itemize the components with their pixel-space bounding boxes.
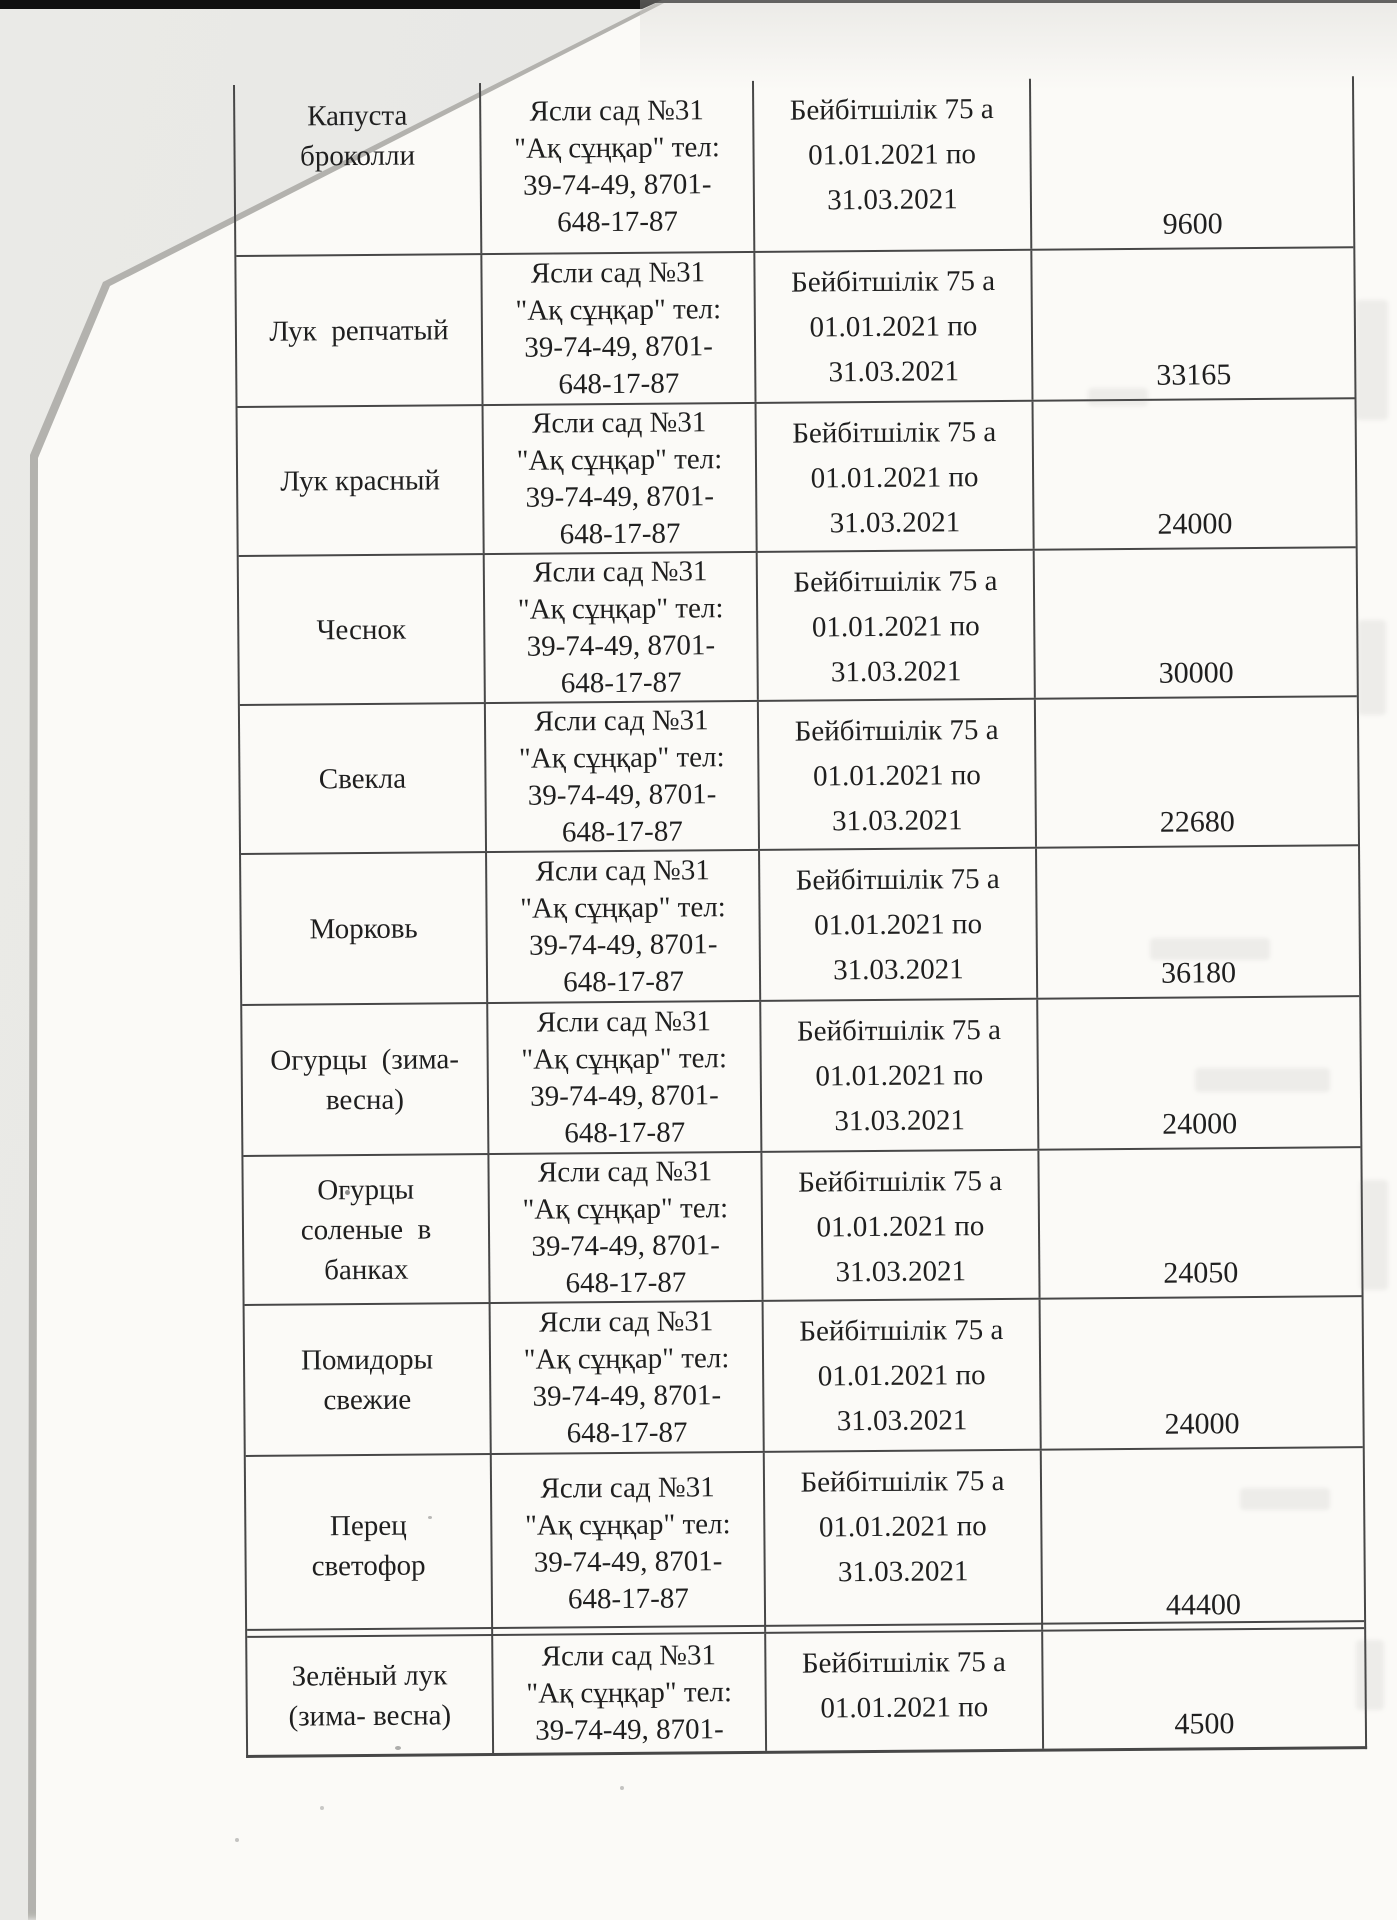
product-name-cell: Перец светофор xyxy=(245,1455,494,1636)
price-value: 24000 xyxy=(1164,1407,1240,1441)
supplier-cell: Ясли сад №31 "Ақ сұңқар" тел: 39-74-49, 87… xyxy=(489,1152,764,1303)
supplier-cell: Ясли сад №31 "Ақ сұңқар" тел: 39-74-49, 87… xyxy=(490,1301,765,1454)
supplier-cell: Ясли сад №31 "Ақ сұңқар" тел: 39-74-49, 87… xyxy=(487,850,762,1003)
price-cell: 24050 xyxy=(1039,1148,1361,1298)
scan-speck xyxy=(395,1746,401,1750)
table-row: Капуста броколли Ясли сад №31 "Ақ сұңқар" … xyxy=(234,76,1354,257)
price-cell: 9600 xyxy=(1031,76,1353,249)
supplier-cell: Ясли сад №31 "Ақ сұңқар" тел: 39-74-49, 87… xyxy=(488,1001,763,1154)
address-period-cell: Бейбітшілік 75 а 01.01.2021 по 31.03.2021 xyxy=(756,401,1035,551)
product-name-cell: Морковь xyxy=(241,853,489,1004)
address-period-cell: Бейбітшілік 75 а 01.01.2021 по 31.03.2021 xyxy=(755,250,1034,402)
address-period-cell: Бейбітшілік 75 а 01.01.2021 по 31.03.2021 xyxy=(753,78,1033,251)
price-value: 36180 xyxy=(1160,956,1237,990)
scan-speck xyxy=(345,1190,350,1195)
price-value: 24000 xyxy=(1162,1107,1238,1141)
price-cell: 36180 xyxy=(1037,846,1359,998)
table-row: Огурцы (зима-весна) Ясли сад №31 "Ақ сұңқ… xyxy=(242,997,1361,1157)
scan-haze xyxy=(640,0,1397,90)
price-value: 9600 xyxy=(1162,207,1223,241)
table-row: Перец светофор Ясли сад №31 "Ақ сұңқар" те… xyxy=(245,1448,1365,1638)
table-row: Лук репчатый Ясли сад №31 "Ақ сұңқар" тел… xyxy=(236,248,1355,408)
supplier-cell: Ясли сад №31 "Ақ сұңқар" тел: 39-74-49, 87… xyxy=(483,403,758,554)
scan-artifact xyxy=(1356,300,1388,420)
scan-artifact xyxy=(1195,1068,1330,1092)
scan-speck xyxy=(620,1786,624,1790)
scan-top-left-bar xyxy=(0,0,662,9)
price-cell: 33165 xyxy=(1032,248,1354,400)
product-name-cell: Чеснок xyxy=(238,555,486,704)
product-name-cell: Капуста броколли xyxy=(234,83,483,255)
scan-artifact xyxy=(1356,1640,1384,1710)
table-row: Зелёный лук (зима- весна) Ясли сад №31 "Ақ… xyxy=(247,1629,1365,1755)
scan-speck xyxy=(235,1838,239,1842)
price-cell: 44400 xyxy=(1042,1448,1364,1630)
scan-artifact xyxy=(1150,938,1270,960)
table-row: Огурцы соленые в банках Ясли сад №31 "Ақ сұ… xyxy=(243,1148,1362,1306)
supplier-cell: Ясли сад №31 "Ақ сұңқар" тел: 39-74-49, 87… xyxy=(485,701,761,852)
product-name-cell: Огурцы (зима-весна) xyxy=(242,1004,490,1155)
table-row: Помидоры свежие Ясли сад №31 "Ақ сұңқар" т… xyxy=(244,1297,1363,1457)
price-value: 24000 xyxy=(1157,507,1233,541)
address-period-cell: Бейбітшілік 75 а 01.01.2021 по 31.03.2021 xyxy=(764,1450,1044,1632)
product-name-cell: Лук красный xyxy=(237,406,485,555)
address-period-cell: Бейбітшілік 75 а 01.01.2021 по 31.03.2021 xyxy=(762,1150,1041,1300)
price-cell: 24000 xyxy=(1034,399,1356,549)
price-cell: 22680 xyxy=(1036,697,1358,847)
scan-artifact xyxy=(1358,620,1386,715)
scan-top-edge xyxy=(0,0,1397,3)
scan-artifact xyxy=(1360,1180,1388,1290)
table-row: Чеснок Ясли сад №31 "Ақ сұңқар" тел: 39-74… xyxy=(238,548,1357,706)
scan-artifact xyxy=(1088,388,1148,406)
scan-speck xyxy=(320,1806,324,1810)
supplier-cell: Ясли сад №31 "Ақ сұңқар" тел: 39-74-49, 87… xyxy=(482,252,757,405)
supplier-cell: Ясли сад №31 "Ақ сұңқар" тел: 39-74-49, 87… xyxy=(491,1452,767,1635)
scan-artifact xyxy=(1240,1488,1330,1510)
address-period-cell: Бейбітшілік 75 а 01.01.2021 по 31.03.2021 xyxy=(760,848,1039,1000)
table-row: Лук красный Ясли сад №31 "Ақ сұңқар" тел:… xyxy=(237,399,1356,557)
address-period-cell: Бейбітшілік 75 а 01.01.2021 по 31.03.2021 xyxy=(763,1299,1042,1451)
supplier-cell: Ясли сад №31 "Ақ сұңқар" тел: 39-74-49, 87… xyxy=(484,552,759,703)
table-row: Морковь Ясли сад №31 "Ақ сұңқар" тел: 39-7… xyxy=(241,846,1360,1006)
price-cell: 4500 xyxy=(1043,1629,1365,1749)
product-name-cell: Огурцы соленые в банках xyxy=(243,1155,491,1304)
supplier-cell: Ясли сад №31 "Ақ сұңқар" тел: 39-74-49, 87… xyxy=(480,80,756,254)
product-name-cell: Свекла xyxy=(239,704,488,853)
address-period-cell: Бейбітшілік 75 а 01.01.2021 по xyxy=(766,1631,1045,1751)
price-value: 22680 xyxy=(1159,805,1235,839)
address-period-cell: Бейбітшілік 75 а 01.01.2021 по 31.03.2021 xyxy=(757,550,1036,700)
price-cell: 30000 xyxy=(1035,548,1357,698)
address-period-cell: Бейбітшілік 75 а 01.01.2021 по 31.03.2021 xyxy=(758,699,1038,849)
product-name-cell: Помидоры свежие xyxy=(244,1304,492,1455)
price-value: 4500 xyxy=(1174,1707,1235,1741)
product-name-cell: Лук репчатый xyxy=(236,255,484,406)
table-row: Свекла Ясли сад №31 "Ақ сұңқар" тел: 39-74… xyxy=(239,697,1359,855)
scan-speck xyxy=(428,1516,432,1519)
supplier-cell: Ясли сад №31 "Ақ сұңқар" тел: 39-74-49, 87… xyxy=(493,1633,768,1754)
price-value: 44400 xyxy=(1165,1588,1242,1622)
product-name-cell: Зелёный лук (зима- весна) xyxy=(247,1636,495,1755)
price-value: 30000 xyxy=(1158,656,1234,690)
price-value: 33165 xyxy=(1156,358,1232,392)
price-table: Капуста броколли Ясли сад №31 "Ақ сұңқар" … xyxy=(233,76,1368,1758)
price-value: 24050 xyxy=(1163,1256,1239,1290)
price-cell: 24000 xyxy=(1041,1297,1363,1449)
address-period-cell: Бейбітшілік 75 а 01.01.2021 по 31.03.2021 xyxy=(761,999,1040,1151)
